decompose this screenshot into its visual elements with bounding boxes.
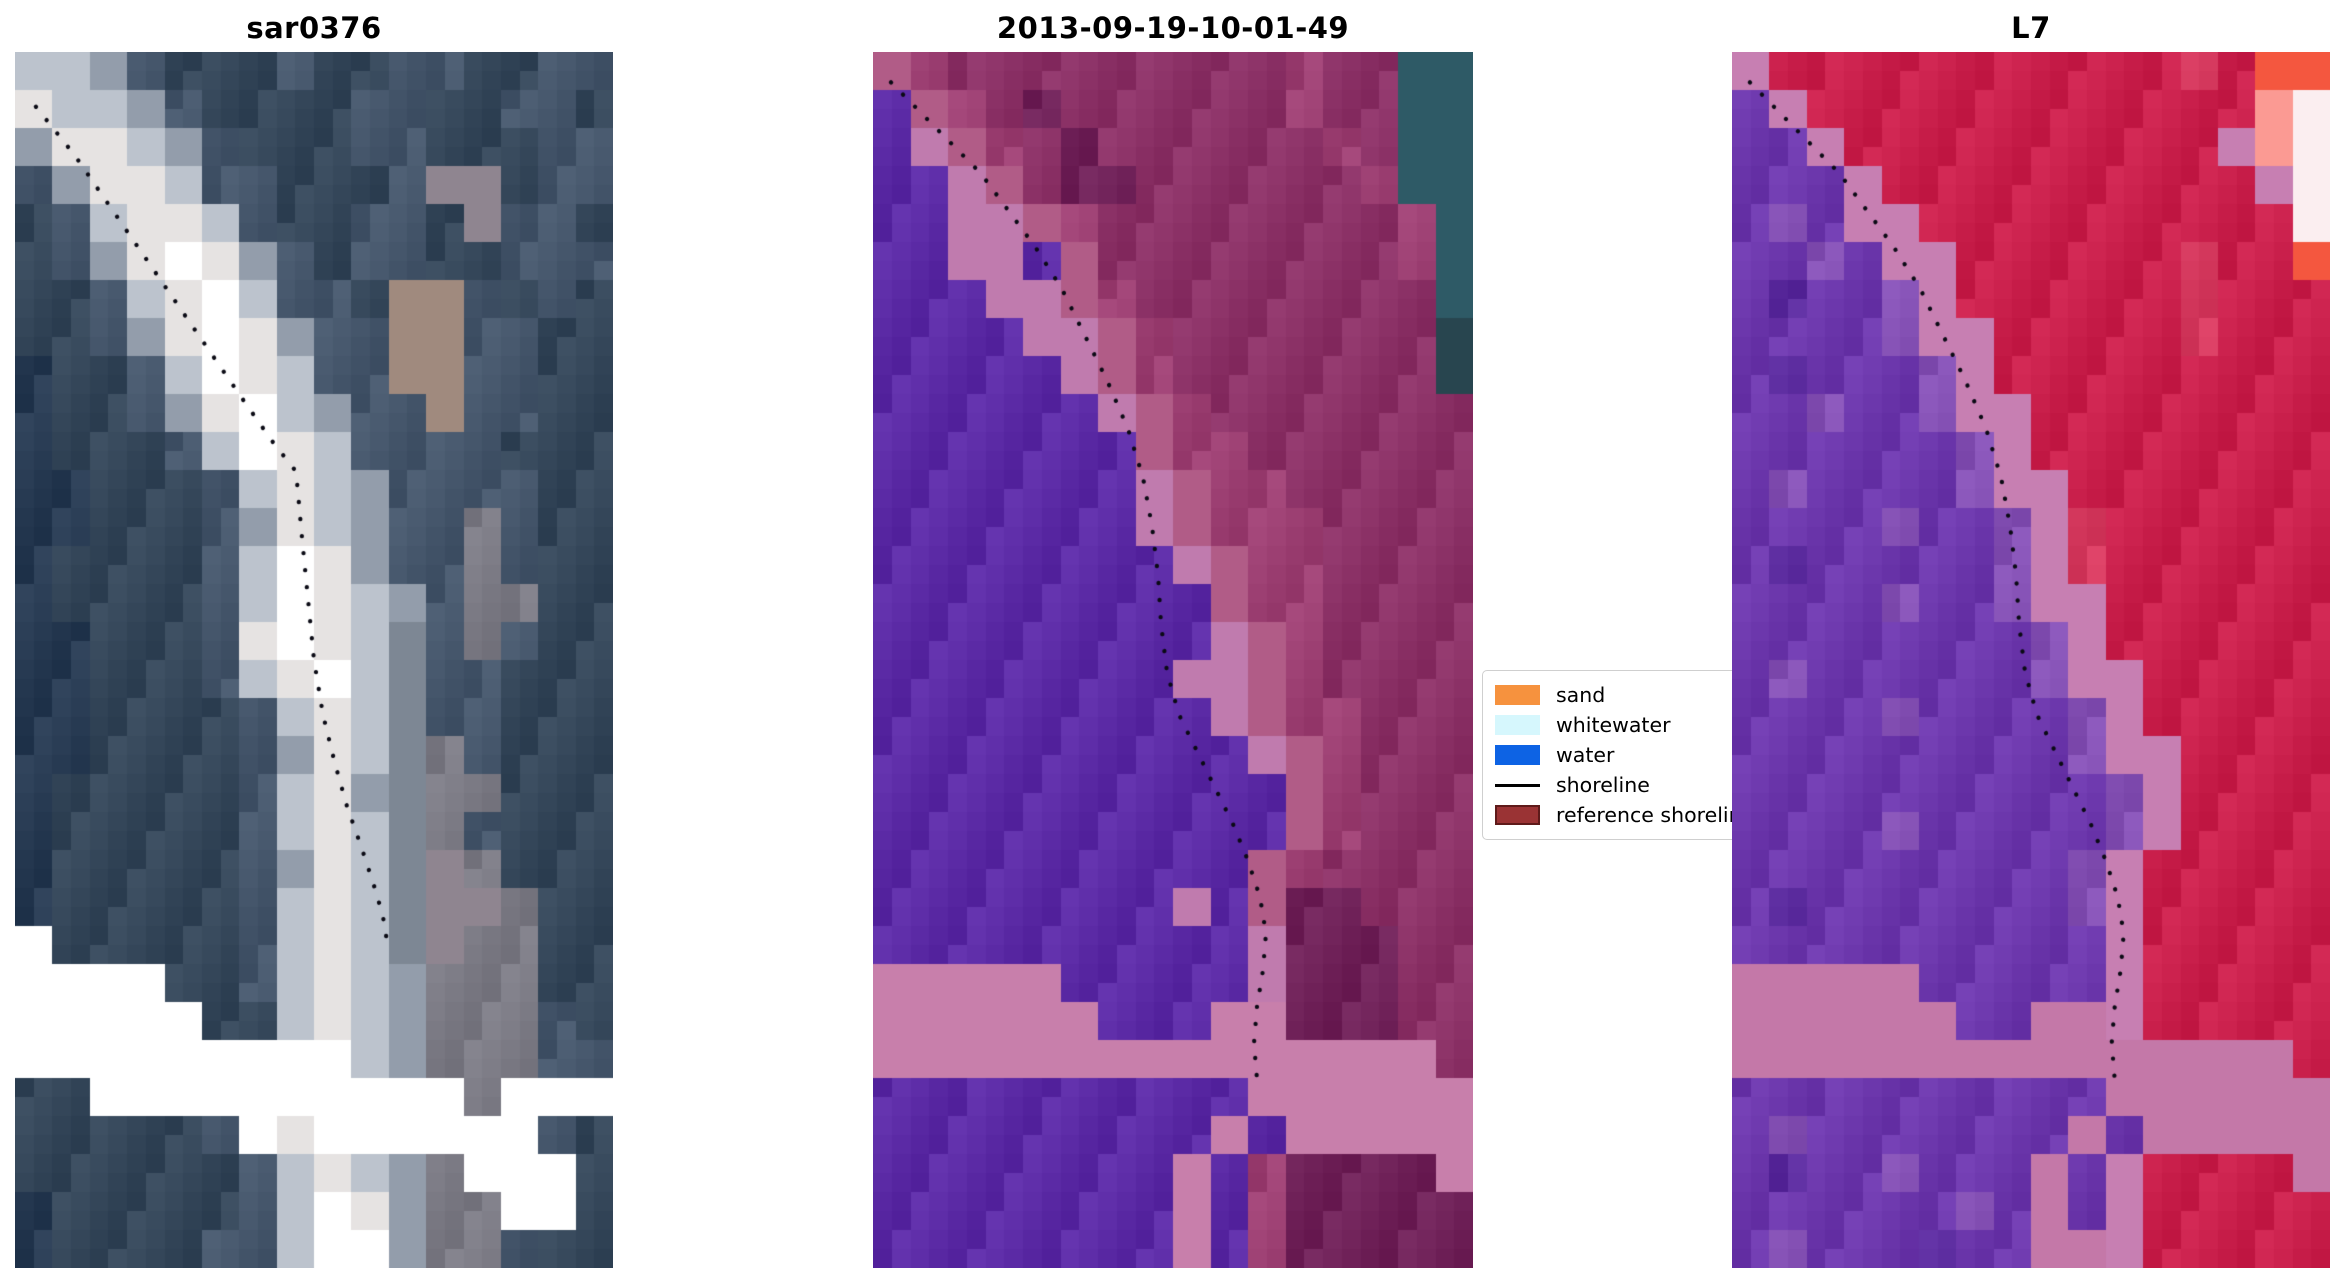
panel-l7: L7 bbox=[1732, 0, 2330, 1268]
legend-label: shoreline bbox=[1556, 772, 1650, 797]
legend-item-whitewater: whitewater bbox=[1495, 710, 1765, 740]
classified-image bbox=[873, 52, 1473, 1268]
panel-sar0376: sar0376 bbox=[15, 0, 613, 1268]
water-swatch-icon bbox=[1495, 745, 1540, 765]
legend-item-shoreline: shoreline bbox=[1495, 770, 1765, 800]
reference-shoreline-swatch-icon bbox=[1495, 805, 1540, 825]
panel-l7-title: L7 bbox=[2011, 11, 2051, 45]
legend-label: sand bbox=[1556, 682, 1606, 707]
legend: sand whitewater water shoreline referenc… bbox=[1482, 670, 1778, 840]
sand-swatch-icon bbox=[1495, 685, 1540, 705]
whitewater-swatch-icon bbox=[1495, 715, 1540, 735]
legend-label: water bbox=[1556, 742, 1615, 767]
legend-item-sand: sand bbox=[1495, 680, 1765, 710]
legend-label: whitewater bbox=[1556, 712, 1671, 737]
panel-classified-title: 2013-09-19-10-01-49 bbox=[996, 11, 1350, 45]
panel-classified-2013-09-19: 2013-09-19-10-01-49 bbox=[873, 0, 1473, 1268]
legend-label: reference shoreline bbox=[1556, 802, 1755, 827]
sar-image bbox=[15, 52, 613, 1268]
l7-image bbox=[1732, 52, 2330, 1268]
panel-sar0376-title: sar0376 bbox=[246, 11, 382, 45]
legend-item-reference-shoreline: reference shoreline bbox=[1495, 800, 1765, 830]
legend-item-water: water bbox=[1495, 740, 1765, 770]
shoreline-line-icon bbox=[1495, 783, 1540, 787]
